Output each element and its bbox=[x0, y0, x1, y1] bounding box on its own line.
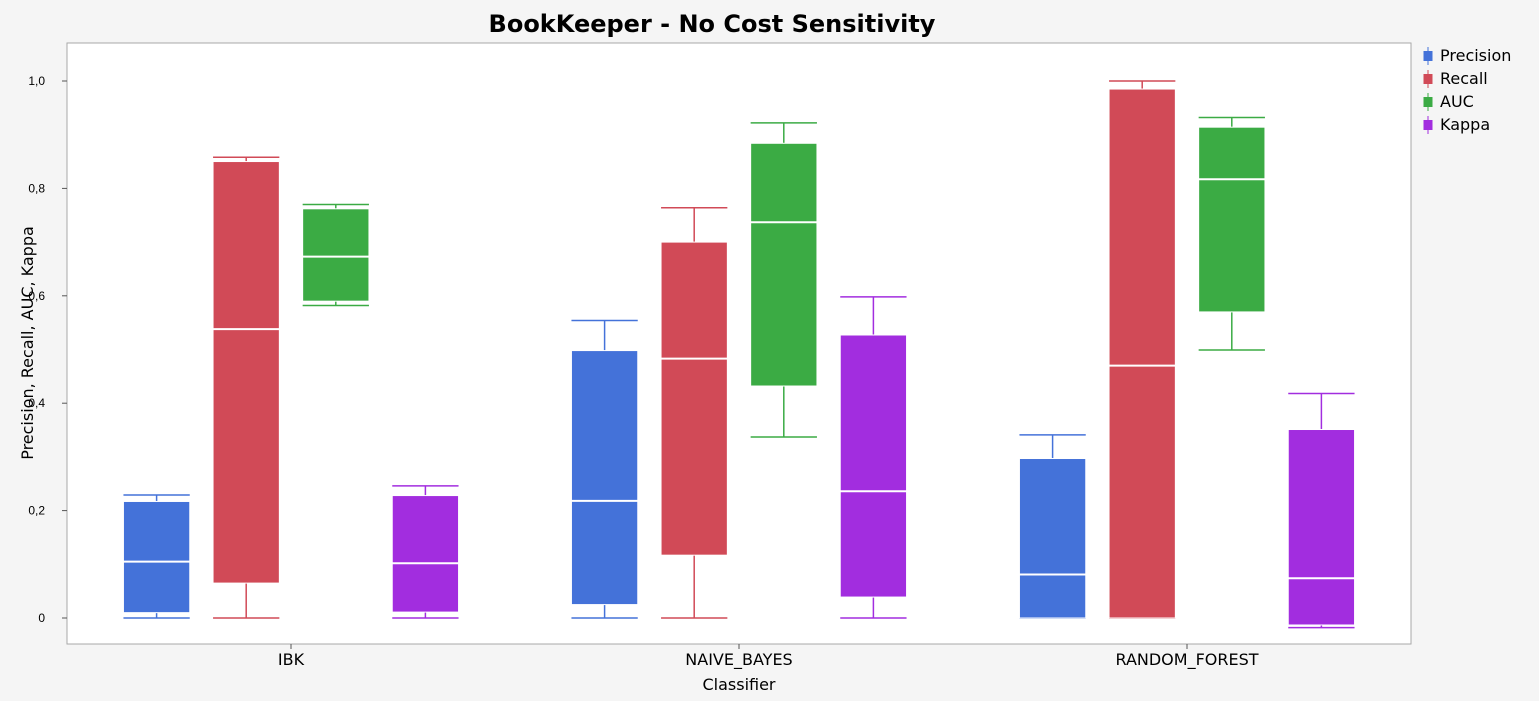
legend-swatch bbox=[1423, 97, 1433, 107]
legend-label: Precision bbox=[1440, 46, 1511, 65]
box-recall bbox=[1108, 80, 1176, 619]
box-body bbox=[839, 334, 908, 598]
legend-swatch bbox=[1423, 120, 1433, 130]
legend-item: Recall bbox=[1423, 69, 1488, 88]
box-body bbox=[1108, 88, 1176, 619]
box-body bbox=[1018, 458, 1087, 619]
legend-item: Precision bbox=[1423, 46, 1511, 65]
box-auc bbox=[302, 203, 370, 307]
legend-item: Kappa bbox=[1423, 115, 1490, 134]
box-body bbox=[660, 241, 728, 556]
box-body bbox=[1287, 429, 1356, 626]
y-tick-label: 0 bbox=[38, 611, 45, 625]
x-tick-label: IBK bbox=[278, 650, 305, 669]
box-body bbox=[750, 142, 818, 387]
x-axis-label: Classifier bbox=[702, 675, 775, 694]
legend-label: Recall bbox=[1440, 69, 1488, 88]
y-tick-label: 1,0 bbox=[28, 74, 45, 88]
y-axis-label: Precision, Recall, AUC, Kappa bbox=[18, 226, 37, 460]
x-tick-label: RANDOM_FOREST bbox=[1115, 650, 1258, 670]
x-axis: IBK NAIVE_BAYES RANDOM_FOREST bbox=[278, 644, 1259, 670]
legend-label: Kappa bbox=[1440, 115, 1490, 134]
y-tick-label: 0,8 bbox=[28, 181, 45, 195]
box-body bbox=[302, 208, 370, 302]
box-body bbox=[391, 495, 460, 613]
box-precision bbox=[570, 319, 639, 619]
box-kappa bbox=[1287, 392, 1356, 629]
legend: Precision Recall AUC Kappa bbox=[1423, 46, 1511, 134]
box-auc bbox=[1198, 116, 1266, 351]
box-precision bbox=[1018, 434, 1087, 619]
box-body bbox=[570, 350, 639, 606]
box-body bbox=[122, 500, 191, 614]
legend-swatch bbox=[1423, 51, 1433, 61]
box-kappa bbox=[839, 296, 908, 619]
y-tick-label: 0,2 bbox=[28, 504, 45, 518]
box-body bbox=[1198, 126, 1266, 313]
box-precision bbox=[122, 494, 191, 619]
box-recall bbox=[212, 156, 280, 619]
legend-swatch bbox=[1423, 74, 1433, 84]
box-series-group bbox=[122, 80, 1356, 629]
plot-area bbox=[66, 42, 1412, 645]
legend-item: AUC bbox=[1423, 92, 1474, 111]
legend-label: AUC bbox=[1440, 92, 1474, 111]
box-recall bbox=[660, 206, 728, 619]
box-auc bbox=[750, 122, 818, 438]
chart-title: BookKeeper - No Cost Sensitivity bbox=[489, 10, 936, 38]
x-tick-label: NAIVE_BAYES bbox=[685, 650, 792, 670]
y-tick-label: 0,6 bbox=[28, 289, 45, 303]
y-axis: 0 0,2 0,4 0,6 0,8 1,0 bbox=[28, 74, 67, 625]
box-kappa bbox=[391, 485, 460, 619]
box-body bbox=[212, 161, 280, 584]
y-tick-label: 0,4 bbox=[28, 396, 45, 410]
